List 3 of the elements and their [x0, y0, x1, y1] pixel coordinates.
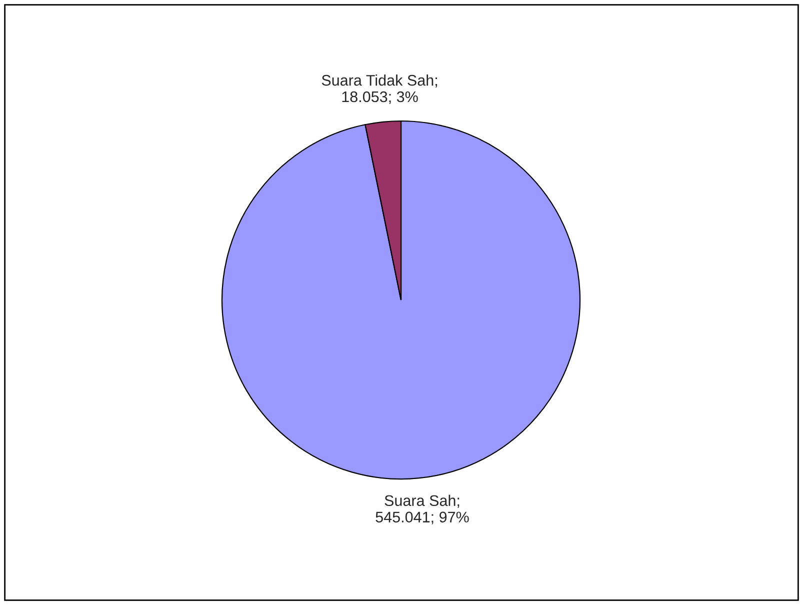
slice-label: Suara Sah; 545.041; 97% [376, 494, 469, 524]
slice-label: Suara Tidak Sah; 18.053; 3% [322, 74, 437, 104]
pie-slice [221, 120, 581, 480]
